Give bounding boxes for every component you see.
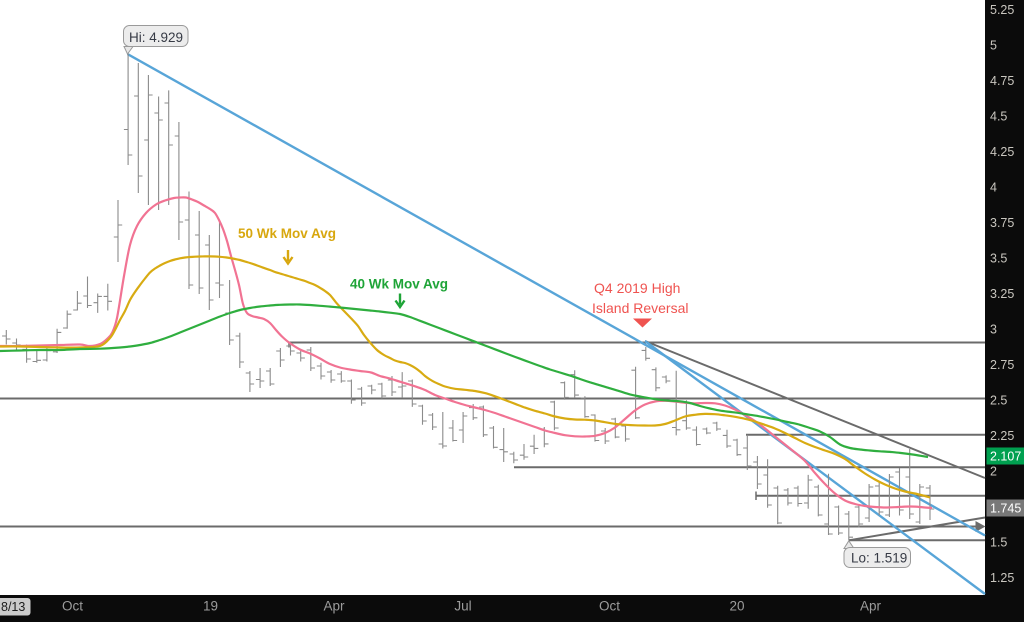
svg-text:3.5: 3.5: [990, 252, 1007, 266]
svg-text:Apr: Apr: [860, 599, 882, 614]
svg-text:Oct: Oct: [62, 599, 83, 614]
svg-text:5.25: 5.25: [990, 3, 1014, 17]
svg-text:5: 5: [990, 39, 997, 53]
svg-text:1.5: 1.5: [990, 536, 1007, 550]
svg-text:2.107: 2.107: [990, 450, 1021, 464]
svg-text:4.75: 4.75: [990, 74, 1014, 88]
svg-text:Apr: Apr: [323, 599, 345, 614]
svg-text:8/13: 8/13: [1, 600, 25, 614]
svg-text:2.5: 2.5: [990, 394, 1007, 408]
svg-text:Lo: 1.519: Lo: 1.519: [851, 551, 907, 566]
svg-text:4.5: 4.5: [990, 110, 1007, 124]
svg-text:50 Wk Mov Avg: 50 Wk Mov Avg: [238, 226, 336, 241]
svg-text:2.75: 2.75: [990, 358, 1014, 372]
svg-text:3.75: 3.75: [990, 216, 1014, 230]
svg-text:3.25: 3.25: [990, 287, 1014, 301]
svg-text:Jul: Jul: [454, 599, 471, 614]
svg-text:3: 3: [990, 323, 997, 337]
svg-text:1.745: 1.745: [990, 502, 1021, 516]
svg-text:Q4 2019 High: Q4 2019 High: [594, 280, 680, 296]
svg-text:4.25: 4.25: [990, 145, 1014, 159]
svg-text:1.25: 1.25: [990, 571, 1014, 585]
svg-text:Island Reversal: Island Reversal: [592, 300, 689, 316]
svg-text:19: 19: [203, 599, 218, 614]
svg-text:Hi: 4.929: Hi: 4.929: [129, 30, 183, 45]
svg-text:20: 20: [729, 599, 744, 614]
svg-text:4: 4: [990, 181, 997, 195]
svg-text:40 Wk Mov Avg: 40 Wk Mov Avg: [350, 277, 448, 292]
svg-text:Oct: Oct: [599, 599, 620, 614]
svg-text:2: 2: [990, 465, 997, 479]
svg-text:2.25: 2.25: [990, 429, 1014, 443]
